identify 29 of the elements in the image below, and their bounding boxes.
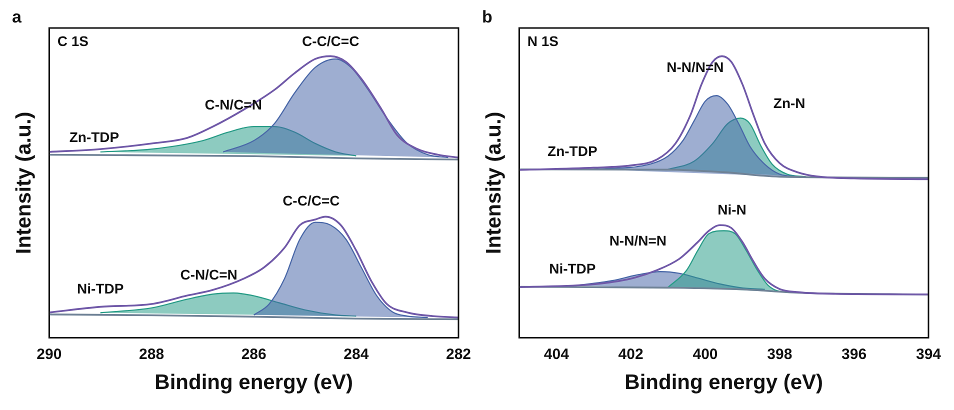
- x-tick-label: 282: [446, 346, 471, 363]
- annotation: Zn-TDP: [548, 142, 598, 159]
- annotation: Ni-N: [718, 202, 746, 218]
- text: N 1S: [527, 32, 559, 49]
- annotation: Ni-TDP: [77, 280, 124, 297]
- chart-title: a: [12, 8, 22, 27]
- x-tick-label: 396: [842, 346, 867, 363]
- text: C 1S: [57, 32, 89, 49]
- y-axis-title: Intensity (a.u.): [482, 112, 506, 254]
- text: C-C/C=C: [302, 32, 360, 49]
- annotation: Ni-TDP: [549, 260, 596, 277]
- x-tick-label: 290: [36, 346, 62, 363]
- chart-title: b: [482, 8, 492, 27]
- x-tick-label: 402: [618, 346, 644, 363]
- annotation: C-N/C=N: [180, 266, 238, 283]
- x-tick-label: 288: [139, 346, 164, 363]
- x-tick-label: 400: [692, 346, 718, 363]
- y-axis-title: Intensity (a.u.): [12, 112, 36, 254]
- annotation: Zn-N: [773, 94, 806, 111]
- x-tick-label: 394: [916, 346, 942, 363]
- x-tick-label: 284: [344, 346, 370, 363]
- annotation: C-C/C=C: [282, 192, 340, 208]
- x-tick-label: 286: [241, 346, 266, 363]
- x-tick-label: 398: [767, 346, 792, 363]
- annotation: Zn-TDP: [69, 128, 120, 145]
- annotation: N-N/N=N: [609, 232, 666, 249]
- x-axis-title: Binding energy (eV): [624, 371, 824, 394]
- x-tick-label: 404: [544, 346, 570, 363]
- x-axis-title: Binding energy (eV): [154, 371, 354, 394]
